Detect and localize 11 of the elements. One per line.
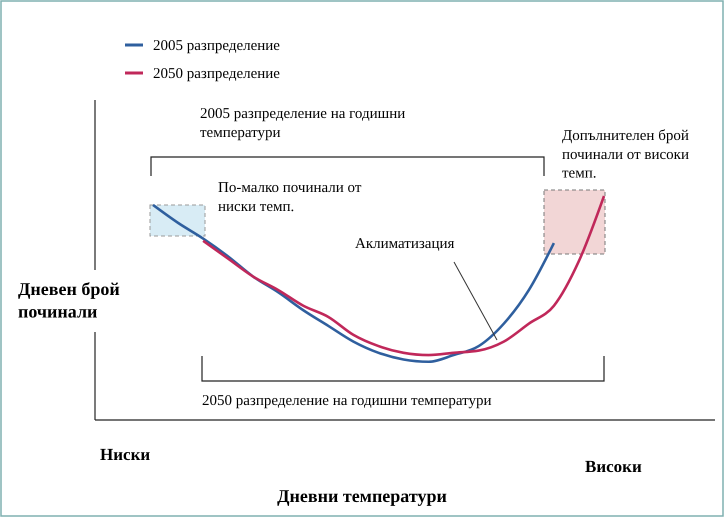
y-axis-title: Дневен брой починали [18, 279, 120, 322]
text: Високи [585, 457, 642, 476]
x-axis-title: Дневни температури [277, 486, 447, 506]
text: Ниски [100, 445, 150, 464]
annotation: По-малко починали от ниски темп. [218, 180, 362, 215]
legend-label: 2005 разпределение [153, 38, 280, 54]
text: 2005 разпределение на годишни температури [200, 106, 406, 141]
annotation: Аклиматизация [355, 236, 455, 252]
annotation: 2050 разпределение на годишни температури [202, 393, 492, 409]
text: Допълнителен брой починали от високи темп. [562, 128, 689, 182]
legend-label: 2050 разпределение [153, 66, 280, 82]
